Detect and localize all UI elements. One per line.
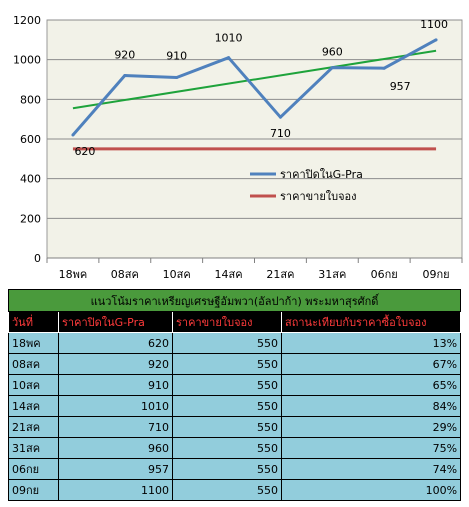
- data-label: 960: [322, 46, 343, 59]
- y-tick-label: 0: [34, 252, 41, 265]
- data-label: 1010: [215, 32, 243, 45]
- cell-date: 31สค: [8, 437, 59, 459]
- cell-presale-price: 550: [172, 374, 282, 396]
- table-row: 10สค 910 550 65%: [8, 374, 462, 396]
- table-row: 18พค 620 550 13%: [8, 332, 462, 354]
- header-status: สถานะเทียบกับราคาซื้อใบจอง: [280, 311, 462, 333]
- cell-presale-price: 550: [172, 395, 282, 417]
- cell-status: 29%: [280, 416, 462, 438]
- cell-presale-price: 550: [172, 458, 282, 480]
- cell-presale-price: 550: [172, 353, 282, 375]
- data-point: [278, 115, 282, 119]
- cell-close-price: 910: [58, 374, 173, 396]
- x-tick-label: 18พค: [59, 268, 88, 281]
- table-row: 21สค 710 550 29%: [8, 416, 462, 438]
- x-tick-label: 09กย: [423, 268, 450, 281]
- chart-svg: 0 200 400 600 800 1000 1200 18พค 08สค 10สค 14สค 21ส…: [13, 14, 463, 281]
- data-label: 957: [390, 80, 411, 93]
- table-title: แนวโน้มราคาเหรียญเศรษฐีอัมพวา(อัลปาก้า) …: [7, 289, 462, 312]
- data-point: [434, 38, 438, 42]
- cell-close-price: 957: [58, 458, 173, 480]
- data-point: [227, 56, 231, 60]
- cell-close-price: 1010: [58, 395, 173, 417]
- y-tick-label: 400: [20, 173, 41, 186]
- table-row: 06กย 957 550 74%: [8, 458, 462, 480]
- table-header-row: วันที่ ราคาปิดในG-Pra ราคาขายใบจอง สถานะ…: [8, 311, 462, 333]
- x-tick-label: 21สค: [266, 268, 294, 281]
- cell-status: 74%: [280, 458, 462, 480]
- cell-status: 67%: [280, 353, 462, 375]
- x-tick-label: 14สค: [215, 268, 243, 281]
- cell-date: 21สค: [8, 416, 59, 438]
- y-tick-label: 1200: [13, 14, 41, 27]
- cell-presale-price: 550: [172, 332, 282, 354]
- table-row: 14สค 1010 550 84%: [8, 395, 462, 417]
- legend-label-close-price: ราคาปิดในG-Pra: [280, 168, 363, 181]
- cell-status: 100%: [280, 479, 462, 501]
- y-tick-label: 600: [20, 133, 41, 146]
- trendline: [72, 49, 437, 110]
- cell-date: 08สค: [8, 353, 59, 375]
- cell-close-price: 1100: [58, 479, 173, 501]
- cell-date: 18พค: [8, 332, 59, 354]
- data-point: [71, 133, 75, 137]
- series-line-close-price: [71, 38, 437, 137]
- price-table: แนวโน้มราคาเหรียญเศรษฐีอัมพวา(อัลปาก้า) …: [7, 289, 462, 501]
- cell-close-price: 620: [58, 332, 173, 354]
- cell-date: 10สค: [8, 374, 59, 396]
- header-close-price: ราคาปิดในG-Pra: [58, 311, 173, 333]
- data-label: 620: [74, 145, 95, 158]
- data-point: [330, 66, 334, 70]
- cell-date: 09กย: [8, 479, 59, 501]
- table-title-row: แนวโน้มราคาเหรียญเศรษฐีอัมพวา(อัลปาก้า) …: [7, 289, 462, 312]
- header-date: วันที่: [8, 311, 59, 333]
- y-tick-label: 800: [20, 93, 41, 106]
- price-trend-chart: 0 200 400 600 800 1000 1200 18พค 08สค 10สค 14สค 21ส…: [13, 14, 463, 281]
- data-point: [382, 66, 386, 70]
- data-label: 1100: [420, 18, 448, 31]
- data-point: [175, 76, 179, 80]
- table-row: 31สค 960 550 75%: [8, 437, 462, 459]
- header-presale-price: ราคาขายใบจอง: [172, 311, 282, 333]
- cell-close-price: 960: [58, 437, 173, 459]
- legend-label-presale-price: ราคาขายใบจอง: [280, 190, 357, 203]
- cell-close-price: 710: [58, 416, 173, 438]
- x-tick-label: 08สค: [111, 268, 139, 281]
- cell-presale-price: 550: [172, 416, 282, 438]
- data-label: 710: [270, 127, 291, 140]
- data-point: [123, 74, 127, 78]
- cell-status: 84%: [280, 395, 462, 417]
- cell-date: 06กย: [8, 458, 59, 480]
- y-tick-label: 1000: [13, 54, 41, 67]
- cell-status: 65%: [280, 374, 462, 396]
- cell-status: 75%: [280, 437, 462, 459]
- table-row: 09กย 1100 550 100%: [8, 479, 462, 501]
- x-tick-label: 06กย: [371, 268, 398, 281]
- cell-date: 14สค: [8, 395, 59, 417]
- cell-presale-price: 550: [172, 437, 282, 459]
- table-row: 08สค 920 550 67%: [8, 353, 462, 375]
- x-tick-label: 10สค: [163, 268, 191, 281]
- data-label: 920: [114, 49, 135, 62]
- cell-close-price: 920: [58, 353, 173, 375]
- cell-status: 13%: [280, 332, 462, 354]
- data-label: 910: [166, 50, 187, 63]
- price-table-container: แนวโน้มราคาเหรียญเศรษฐีอัมพวา(อัลปาก้า) …: [7, 289, 462, 501]
- x-tick-label: 31สค: [318, 268, 346, 281]
- y-tick-label: 200: [20, 212, 41, 225]
- cell-presale-price: 550: [172, 479, 282, 501]
